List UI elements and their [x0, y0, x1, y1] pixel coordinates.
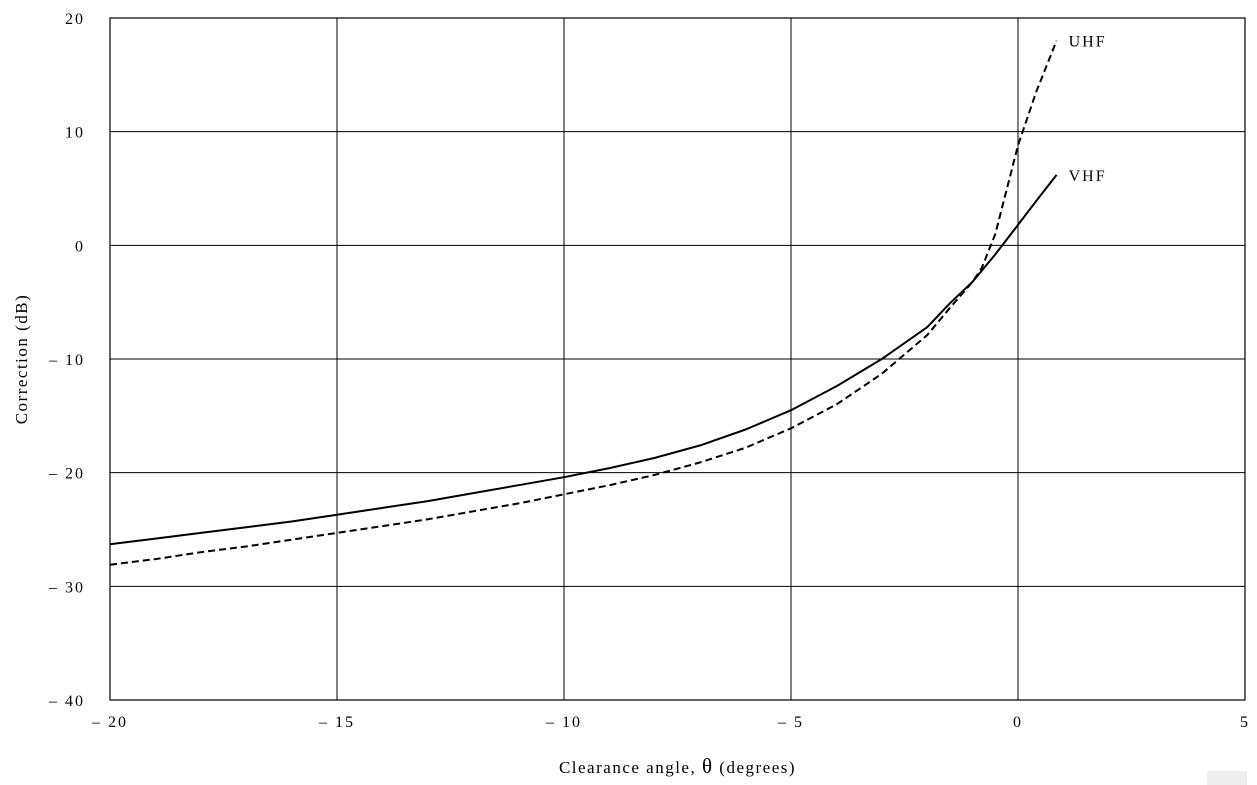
x-axis-title-pre: Clearance angle,: [559, 758, 702, 777]
y-axis-title: Correction (dB): [12, 294, 31, 425]
y-tick-label: – 10: [48, 352, 85, 369]
x-tick-label: – 10: [545, 714, 582, 731]
y-tick-label: – 20: [48, 466, 85, 483]
x-tick-label: – 5: [777, 714, 804, 731]
plot-frame: [109, 17, 1246, 701]
x-tick-label: – 20: [91, 714, 128, 731]
x-tick-label: – 15: [318, 714, 355, 731]
y-tick-label: – 30: [48, 579, 85, 596]
x-tick-label: 5: [1240, 714, 1250, 731]
theta-symbol: θ: [702, 754, 714, 778]
y-tick-label: 20: [65, 11, 85, 28]
series-layer: [109, 40, 1058, 566]
series-line-vhf: [109, 174, 1058, 546]
series-labels: UHF VHF: [1069, 34, 1107, 185]
y-tick-labels: – 40 – 30 – 20 – 10 0 10 20: [48, 11, 85, 710]
x-axis-title: Clearance angle, θ (degrees): [559, 754, 796, 778]
x-axis-title-post: (degrees): [714, 758, 797, 777]
series-label-vhf: VHF: [1069, 168, 1107, 185]
series-label-uhf: UHF: [1069, 34, 1107, 51]
x-tick-labels: – 20 – 15 – 10 – 5 0 5: [91, 714, 1250, 731]
x-tick-label: 0: [1013, 714, 1023, 731]
grid-layer: [110, 18, 1245, 700]
y-tick-label: 0: [75, 238, 85, 255]
corner-badge: [1207, 771, 1247, 785]
y-tick-label: – 40: [48, 693, 85, 710]
series-line-uhf: [109, 40, 1058, 566]
y-tick-label: 10: [65, 125, 85, 142]
